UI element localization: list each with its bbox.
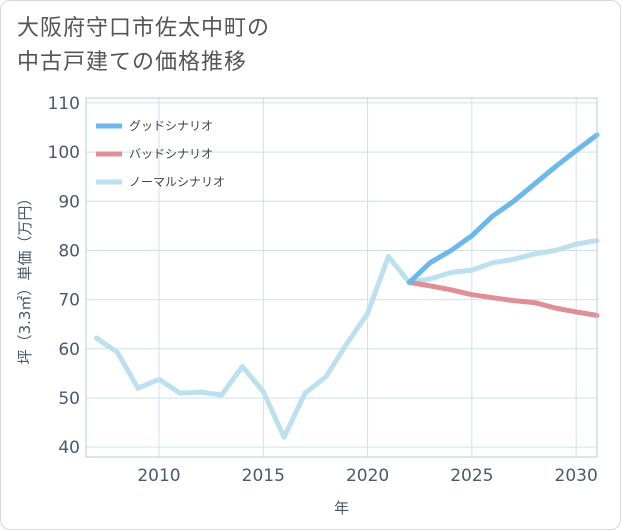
x-tick-label: 2025 (450, 466, 493, 486)
plot-frame (85, 97, 598, 458)
series-line-2 (93, 238, 600, 440)
y-tick-label: 60 (58, 340, 80, 360)
tick-labels: 40 50 60 70 80 90 100 110 2010 2015 2020 2025 2030 (48, 94, 598, 486)
y-tick-label: 70 (58, 291, 80, 311)
x-tick-label: 2015 (242, 466, 285, 486)
y-tick-label: 100 (48, 143, 80, 163)
y-tick-label: 80 (58, 241, 80, 261)
plot-border (85, 97, 598, 458)
series-line-1 (406, 279, 600, 318)
series-lines (93, 132, 600, 440)
y-tick-label: 50 (58, 389, 80, 409)
legend-label-2: ノーマルシナリオ (129, 175, 225, 189)
legend-label-0: グッドシナリオ (129, 119, 213, 133)
y-axis-label: 坪（3.3㎡）単価（万円） (16, 191, 34, 365)
chart-title: 大阪府守口市佐太中町の 中古戸建ての価格推移 (17, 12, 270, 80)
x-tick-label: 2030 (555, 466, 598, 486)
chart-title-line1: 大阪府守口市佐太中町の (17, 16, 271, 41)
x-tick-label: 2010 (137, 466, 180, 486)
legend-label-1: バッドシナリオ (129, 147, 213, 161)
y-tick-label: 40 (58, 438, 80, 458)
grid (86, 98, 597, 457)
y-tick-label: 110 (48, 94, 80, 114)
x-tick-label: 2020 (346, 466, 389, 486)
series-line-0 (406, 132, 600, 285)
chart-title-line2: 中古戸建ての価格推移 (17, 50, 248, 75)
x-axis-label: 年 (334, 499, 349, 517)
y-tick-label: 90 (58, 192, 80, 212)
plot-area (86, 98, 597, 457)
